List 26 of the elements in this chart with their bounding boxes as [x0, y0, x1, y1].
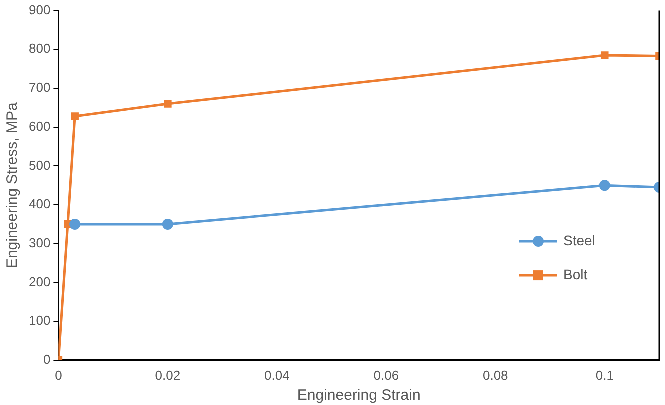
y-tick-label: 800	[28, 41, 51, 56]
point	[600, 52, 609, 60]
y-tick-label: 500	[28, 158, 51, 173]
y-tick-label: 400	[28, 196, 51, 212]
point	[599, 180, 610, 192]
point	[71, 112, 79, 120]
legend-label: Steel	[564, 232, 596, 248]
y-tick-label: 0	[43, 352, 51, 367]
x-tick-label: 0	[55, 368, 62, 383]
y-tick-label: 200	[28, 274, 51, 290]
point	[164, 100, 172, 108]
point	[70, 218, 81, 230]
x-tick-label: 0.06	[374, 368, 400, 383]
y-tick-label: 300	[28, 235, 51, 250]
y-axis-title: Engineering Stress, MPa	[4, 102, 22, 269]
legend-label: Bolt	[564, 266, 588, 282]
x-tick-label: 0.1	[596, 368, 614, 383]
y-tick-label: 100	[28, 313, 51, 328]
x-tick-label: 0.04	[264, 368, 290, 383]
y-tick-label: 900	[28, 2, 51, 18]
point	[162, 218, 174, 230]
x-tick-label: 0.02	[155, 368, 181, 383]
x-axis-title: Engineering Strain	[297, 387, 421, 404]
y-tick-label: 700	[28, 80, 51, 96]
x-tick-label: 0.08	[482, 368, 508, 383]
y-tick-label: 600	[28, 118, 51, 134]
